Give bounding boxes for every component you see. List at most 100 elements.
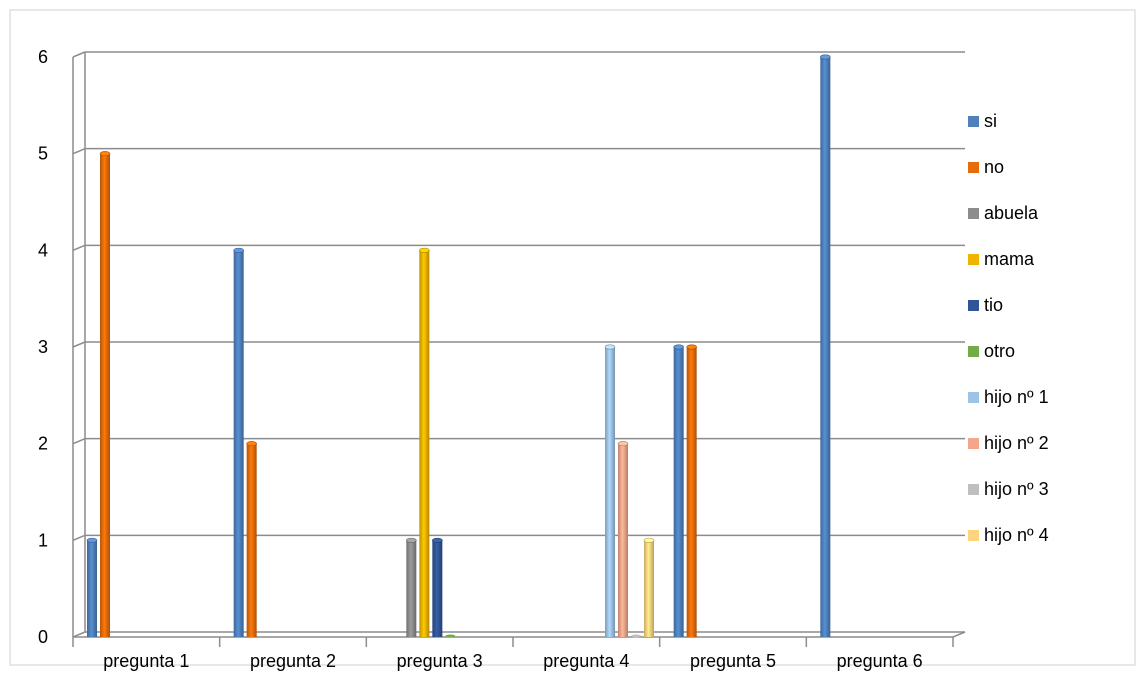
bar [686, 344, 697, 637]
legend-label: hijo nº 4 [984, 525, 1049, 545]
legend-item: no [968, 157, 1004, 177]
bar [820, 54, 831, 637]
legend-swatch [968, 392, 979, 403]
gridline-depth [72, 341, 86, 348]
y-tick-label: 3 [38, 337, 48, 357]
bar-face [686, 347, 697, 637]
legend-swatch [968, 530, 979, 541]
chart-frame [9, 9, 1136, 666]
bar-top [673, 344, 684, 350]
legend-swatch [968, 346, 979, 357]
bar [673, 344, 684, 637]
bar-face [673, 347, 684, 637]
legend-swatch [968, 208, 979, 219]
bar-face [406, 540, 417, 637]
bar-face [100, 153, 110, 637]
legend-swatch [968, 484, 979, 495]
gridlines [72, 51, 965, 638]
bar [445, 634, 456, 638]
x-tick-label: pregunta 2 [250, 651, 336, 671]
bar-top [820, 54, 831, 60]
y-tick-label: 0 [38, 627, 48, 647]
axes [72, 52, 966, 647]
y-tick-label: 2 [38, 434, 48, 454]
tick-labels: 0 1 2 3 4 5 6 pregunta 1 pregunta 2 pregunta 3 pre… [38, 47, 923, 671]
legend-label: no [984, 157, 1004, 177]
bar-face [644, 540, 654, 637]
bar-top [686, 344, 697, 350]
bar-top [86, 537, 98, 543]
gridline-depth [72, 147, 86, 155]
gridline-depth [72, 437, 86, 445]
bar-face [419, 250, 430, 638]
bar [432, 537, 443, 637]
bar-top [617, 441, 629, 447]
bar [406, 537, 417, 637]
legend-swatch [968, 438, 979, 449]
bar-top [233, 247, 244, 253]
bar-face [233, 250, 244, 638]
bar-top [643, 537, 655, 543]
bar-face [432, 540, 443, 637]
legend-item: tio [968, 295, 1003, 315]
legend-item: hijo nº 2 [968, 433, 1049, 453]
bar-top [419, 247, 430, 253]
legend-swatch [968, 254, 979, 265]
legend-label: otro [984, 341, 1015, 361]
legend-label: abuela [984, 203, 1039, 223]
bar-zero [445, 634, 456, 638]
bar [617, 441, 629, 637]
x-tick-label: pregunta 4 [543, 651, 629, 671]
bar-top [99, 151, 111, 157]
legend-item: mama [968, 249, 1035, 269]
bar [99, 151, 111, 637]
legend-swatch [968, 116, 979, 127]
y-tick-label: 1 [38, 530, 48, 550]
legend-label: tio [984, 295, 1003, 315]
gridline-depth [72, 631, 86, 638]
legend-item: si [968, 111, 997, 131]
bar [419, 247, 430, 638]
bar-face [605, 347, 615, 637]
gridline-depth [72, 534, 86, 542]
x-tick-label: pregunta 3 [397, 651, 483, 671]
bar [246, 441, 257, 637]
gridline-depth [72, 51, 86, 58]
legend: si no abuela mama tio otro hijo nº 1 hijo nº 2 h… [968, 111, 1049, 545]
x-tick-label: pregunta 1 [103, 651, 189, 671]
legend-label: hijo nº 1 [984, 387, 1049, 407]
bar-face [246, 443, 257, 637]
bar [631, 634, 641, 638]
x-tick-label: pregunta 6 [837, 651, 923, 671]
x-axis-depth [952, 631, 966, 638]
legend-item: abuela [968, 203, 1039, 223]
legend-item: otro [968, 341, 1015, 361]
legend-label: si [984, 111, 997, 131]
bars [86, 54, 831, 638]
legend-item: hijo nº 4 [968, 525, 1049, 545]
legend-item: hijo nº 1 [968, 387, 1049, 407]
legend-item: hijo nº 3 [968, 479, 1049, 499]
y-tick-label: 6 [38, 47, 48, 67]
x-tick-label: pregunta 5 [690, 651, 776, 671]
legend-label: hijo nº 2 [984, 433, 1049, 453]
legend-label: mama [984, 249, 1035, 269]
bar-zero [631, 634, 641, 638]
legend-swatch [968, 162, 979, 173]
bar-face [87, 540, 97, 637]
bar-top [432, 537, 443, 543]
y-tick-label: 4 [38, 240, 48, 260]
bar [604, 344, 616, 637]
bar [86, 537, 98, 637]
bar-top [246, 441, 257, 447]
bar-face [618, 443, 628, 637]
bar-face [820, 57, 831, 637]
bar [643, 537, 655, 637]
legend-swatch [968, 300, 979, 311]
legend-label: hijo nº 3 [984, 479, 1049, 499]
bar-top [406, 537, 417, 543]
y-tick-label: 5 [38, 144, 48, 164]
bar [233, 247, 244, 638]
